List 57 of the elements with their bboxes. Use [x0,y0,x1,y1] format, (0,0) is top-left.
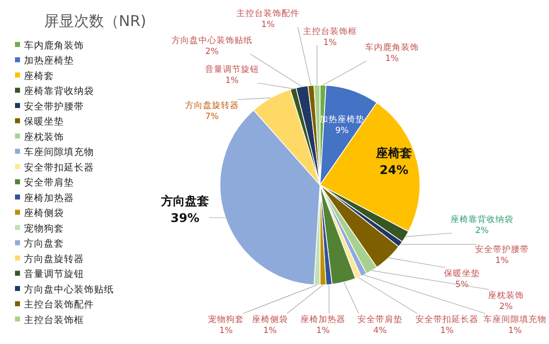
legend-label: 座椅加热器 [24,192,74,204]
data-label: 1% [219,326,233,336]
slice-label: 保暖坐垫 [444,268,480,279]
data-label: 2% [475,226,489,236]
legend-label: 方向盘套 [24,238,64,250]
legend-label: 车座间隙填充物 [24,146,94,158]
data-label: 1% [385,54,399,64]
slice-label: 安全带肩垫 [358,314,402,325]
legend-label: 音量调节旋钮 [24,268,84,280]
data-label: 4% [373,326,387,336]
slice-label: 宠物狗套 [208,314,244,325]
legend-label: 宠物狗套 [24,222,64,234]
legend-label: 车内鹿角装饰 [24,39,84,52]
legend-label: 座椅侧袋 [24,207,64,220]
data-label: 1% [495,256,509,266]
legend-label: 方向盘旋转器 [24,252,84,265]
slice-label: 车内鹿角装饰 [365,42,419,53]
data-label: 5% [455,280,469,290]
slice-label: 方向盘套 [160,194,209,208]
legend-label: 安全带肩垫 [24,176,74,189]
slice-label: 座椅套 [375,146,412,160]
legend-label: 座椅靠背收纳袋 [24,85,94,98]
data-label: 1% [261,20,275,30]
data-label: 1% [508,326,522,336]
legend-label: 保暖坐垫 [24,116,64,128]
slice-label: 方向盘中心装饰贴纸 [172,35,252,46]
slice-label: 主控台装饰框 [303,26,357,37]
slice-label: 车座间隙填充物 [484,314,546,325]
data-label: 1% [323,38,337,48]
slice-label: 安全带扣延长器 [416,314,478,325]
legend-label: 安全带护腰带 [24,100,84,112]
slice-label: 方向盘旋转器 [185,100,239,111]
legend-label: 方向盘中心装饰贴纸 [24,283,114,296]
slice-label: 音量调节旋钮 [205,64,259,75]
legend-label: 主控台装饰框 [24,314,84,326]
data-label: 24% [380,163,408,177]
slice-label: 主控台装饰配件 [236,8,300,19]
legend-label: 主控台装饰配件 [24,298,94,311]
data-label: 1% [440,326,454,336]
slice-label: 安全带护腰带 [475,244,529,255]
data-label: 7% [205,112,219,122]
legend-label: 座枕装饰 [24,130,64,143]
slice-label: 座枕装饰 [488,290,524,301]
data-label: 2% [499,302,513,312]
slice-label: 座椅侧袋 [252,314,288,325]
legend-label: 座椅套 [24,70,54,82]
data-label: 9% [335,126,349,136]
data-label: 39% [170,211,200,225]
data-label: 1% [225,76,239,86]
legend-label: 安全带扣延长器 [24,161,94,174]
slice-label: 座椅靠背收纳袋 [450,214,514,225]
chart-title: 屏显次数（NR) [44,12,146,30]
data-label: 1% [263,326,277,336]
slice-label: 座椅加热器 [300,314,346,325]
data-label: 2% [205,47,219,57]
data-label: 1% [316,326,330,336]
legend-label: 加热座椅垫 [24,54,74,67]
